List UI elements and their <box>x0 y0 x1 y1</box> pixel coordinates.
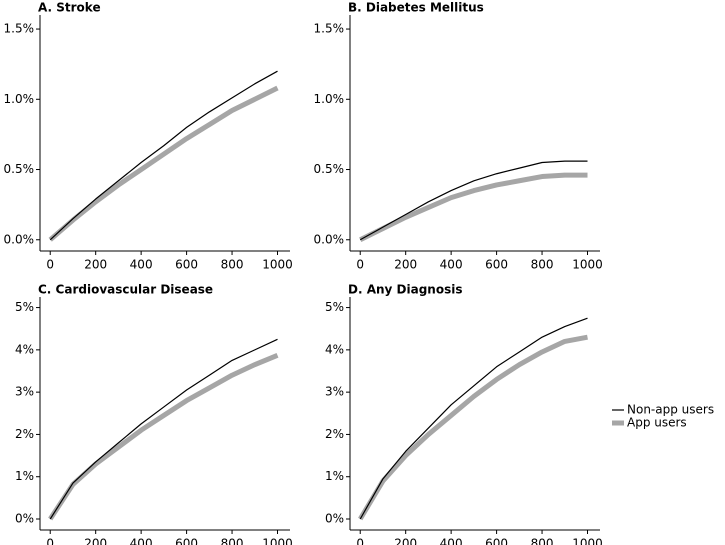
x-tick-label: 1000 <box>262 258 293 272</box>
series-line <box>359 172 588 243</box>
x-tick-label: 600 <box>175 258 198 272</box>
series-line <box>359 160 588 241</box>
x-tick-label: 0 <box>356 537 364 545</box>
x-tick-label: 400 <box>440 537 463 545</box>
x-tick-label: 1000 <box>262 537 293 545</box>
x-tick-label: 200 <box>84 537 107 545</box>
y-tick-label: 5% <box>15 300 34 314</box>
y-tick-label: 3% <box>15 385 34 399</box>
panel-title: A. Stroke <box>38 1 101 15</box>
y-tick-label: 1.5% <box>314 22 345 36</box>
legend-label: Non-app users <box>627 403 714 417</box>
y-tick-label: 3% <box>325 385 344 399</box>
y-tick-label: 0.5% <box>314 162 345 176</box>
x-tick-label: 400 <box>130 258 153 272</box>
x-tick-label: 800 <box>531 258 554 272</box>
y-tick-label: 0.0% <box>4 232 35 246</box>
y-tick-label: 2% <box>15 427 34 441</box>
x-tick-label: 400 <box>130 537 153 545</box>
y-tick-label: 2% <box>325 427 344 441</box>
series-line <box>48 353 279 521</box>
y-tick-label: 1.0% <box>4 92 35 106</box>
x-tick-label: 600 <box>485 258 508 272</box>
series-line <box>358 334 588 521</box>
x-tick-label: 0 <box>46 258 54 272</box>
y-tick-label: 4% <box>15 342 34 356</box>
x-tick-label: 0 <box>46 537 54 545</box>
y-tick-label: 1.0% <box>314 92 345 106</box>
x-tick-label: 0 <box>356 258 364 272</box>
y-tick-label: 0.0% <box>314 232 345 246</box>
x-tick-label: 400 <box>440 258 463 272</box>
y-tick-label: 0% <box>325 512 344 526</box>
legend-label: App users <box>627 416 687 430</box>
x-tick-label: 1000 <box>572 258 603 272</box>
y-tick-label: 0.5% <box>4 162 35 176</box>
x-tick-label: 1000 <box>572 537 603 545</box>
y-tick-label: 0% <box>15 512 34 526</box>
series-line <box>49 70 278 241</box>
x-tick-label: 800 <box>221 258 244 272</box>
panel-title: B. Diabetes Mellitus <box>348 1 484 15</box>
series-line <box>49 338 278 520</box>
x-tick-label: 800 <box>221 537 244 545</box>
x-tick-label: 800 <box>531 537 554 545</box>
y-tick-label: 4% <box>325 342 344 356</box>
y-tick-label: 5% <box>325 300 344 314</box>
x-tick-label: 600 <box>175 537 198 545</box>
x-tick-label: 200 <box>84 258 107 272</box>
y-tick-label: 1% <box>325 469 344 483</box>
y-tick-label: 1% <box>15 469 34 483</box>
x-tick-label: 200 <box>394 258 417 272</box>
series-line <box>48 85 279 242</box>
y-tick-label: 1.5% <box>4 22 35 36</box>
panel-title: C. Cardiovascular Disease <box>38 283 213 297</box>
panel-title: D. Any Diagnosis <box>348 283 462 297</box>
x-tick-label: 200 <box>394 537 417 545</box>
x-tick-label: 600 <box>485 537 508 545</box>
series-line <box>359 317 588 520</box>
